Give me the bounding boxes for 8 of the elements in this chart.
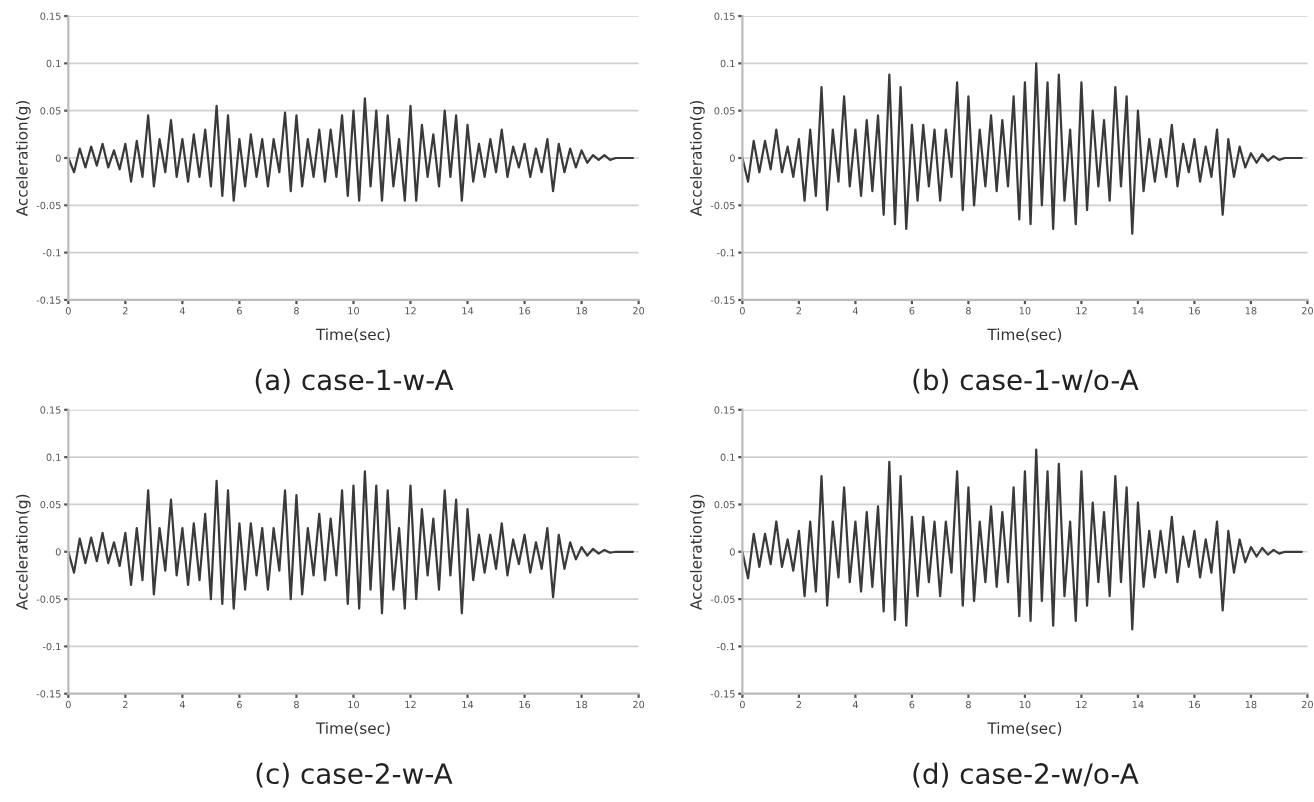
text: (b) case-1-w/o-A: [913, 368, 1139, 394]
line-series: [742, 62, 1303, 235]
line-series: [68, 97, 635, 202]
line-series: [68, 470, 635, 615]
text: (d) case-2-w/o-A: [913, 762, 1139, 788]
text: (a) case-1-w-A: [255, 368, 454, 394]
text: (c) case-2-w-A: [256, 762, 453, 788]
line-series: [742, 448, 1303, 631]
